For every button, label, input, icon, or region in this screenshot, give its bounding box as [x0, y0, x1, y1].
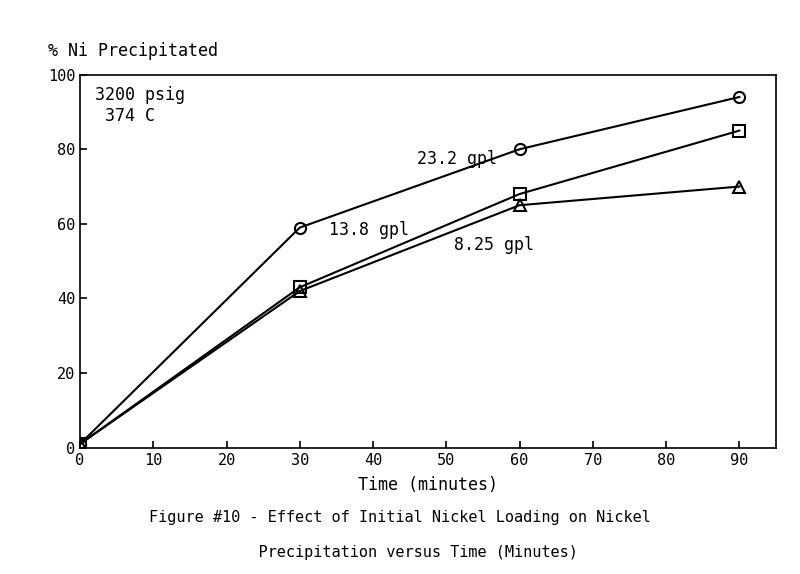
X-axis label: Time (minutes): Time (minutes) [358, 476, 498, 494]
Text: Precipitation versus Time (Minutes): Precipitation versus Time (Minutes) [222, 545, 578, 560]
Text: Figure #10 - Effect of Initial Nickel Loading on Nickel: Figure #10 - Effect of Initial Nickel Lo… [149, 510, 651, 525]
Text: 8.25 gpl: 8.25 gpl [454, 236, 534, 254]
Text: 23.2 gpl: 23.2 gpl [417, 150, 497, 168]
Text: 13.8 gpl: 13.8 gpl [329, 221, 409, 239]
Text: 3200 psig
 374 C: 3200 psig 374 C [94, 86, 185, 125]
Text: % Ni Precipitated: % Ni Precipitated [48, 42, 218, 60]
